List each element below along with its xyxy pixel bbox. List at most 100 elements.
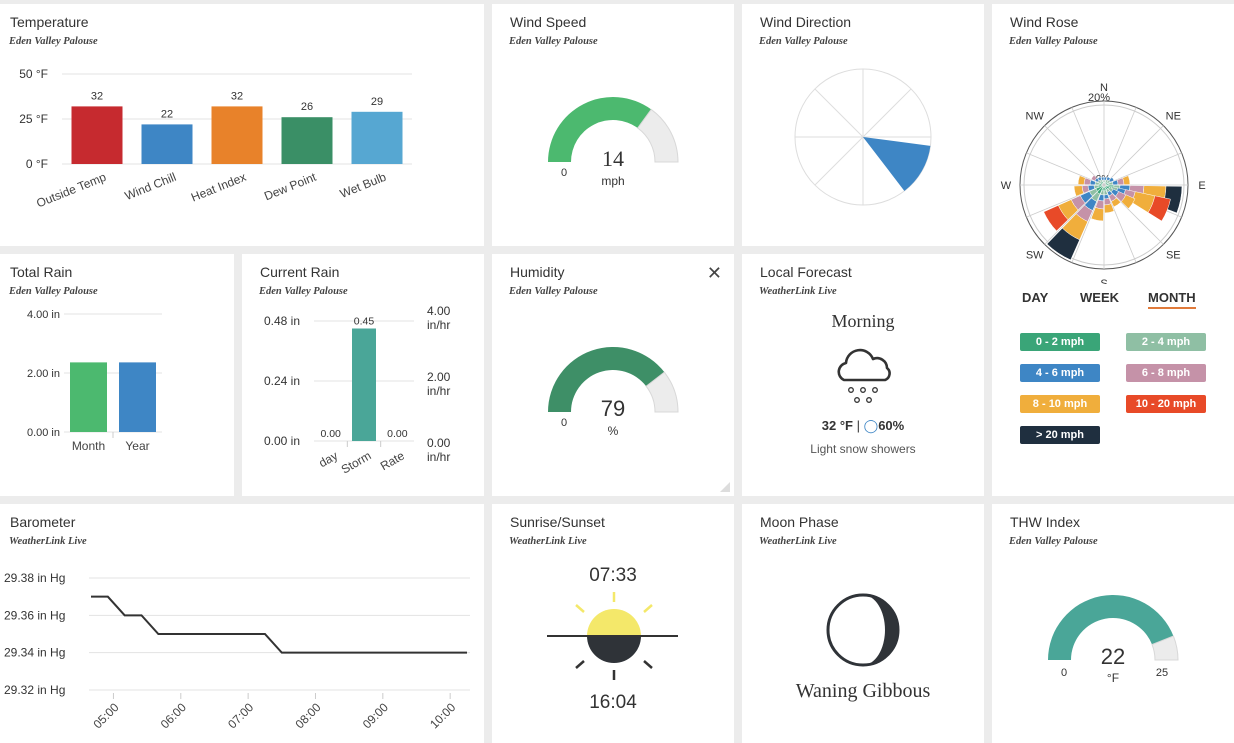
bar xyxy=(351,111,403,164)
rose-spoke xyxy=(1103,125,1164,186)
compass-label: NW xyxy=(1026,111,1045,123)
x-tick-label: 08:00 xyxy=(292,700,323,731)
card-source: Eden Valley Palouse xyxy=(1009,536,1098,547)
tab-day[interactable]: DAY xyxy=(1022,290,1049,305)
bar xyxy=(141,124,193,164)
sun-horizon-icon: 07:33 16:04 xyxy=(547,565,678,713)
card-source: Eden Valley Palouse xyxy=(9,36,98,47)
gauge-track xyxy=(636,108,679,163)
x-tick-label: Rate xyxy=(378,448,407,473)
bar xyxy=(71,106,123,164)
humidity-card: Humidity Eden Valley Palouse ✕ 79 % 0 xyxy=(492,254,734,496)
local-forecast-card: Local Forecast WeatherLink Live Morning … xyxy=(742,254,984,496)
rose-segment xyxy=(1103,176,1108,181)
close-icon[interactable]: ✕ xyxy=(706,263,722,283)
x-tick-label: 05:00 xyxy=(90,700,121,731)
rose-segment xyxy=(1090,174,1098,182)
gauge-track xyxy=(1151,635,1179,661)
forecast-summary: Light snow showers xyxy=(810,442,916,456)
barometer-card: Barometer WeatherLink Live 29.38 in Hg 29… xyxy=(0,504,484,743)
y-tick-label: 29.38 in Hg xyxy=(4,571,65,585)
snow-cloud-icon xyxy=(837,348,891,403)
rose-segment xyxy=(1106,176,1111,182)
wind-direction-compass xyxy=(794,68,932,206)
gauge-max: 25 xyxy=(1156,667,1168,679)
moon-phase-label: Waning Gibbous xyxy=(795,680,931,702)
rose-segment xyxy=(1073,185,1084,197)
compass-label: N xyxy=(1100,82,1108,94)
x-tick-label: Storm xyxy=(339,448,374,476)
card-title: Local Forecast xyxy=(760,264,852,280)
bar-value-label: 32 xyxy=(91,90,103,102)
y-tick-label: 2.00 in xyxy=(27,368,60,380)
card-source: WeatherLink Live xyxy=(759,286,837,297)
legend-item[interactable]: 4 - 6 mph xyxy=(1020,364,1100,382)
x-tick-label: Month xyxy=(72,439,105,453)
card-title: Wind Speed xyxy=(510,14,587,30)
rose-spoke xyxy=(1071,107,1105,186)
legend-item[interactable]: 8 - 10 mph xyxy=(1020,395,1100,413)
forecast-separator: | xyxy=(856,418,860,433)
bar-value-label: 0.00 xyxy=(387,428,408,440)
legend-item[interactable]: > 20 mph xyxy=(1020,426,1100,444)
bar xyxy=(119,362,156,432)
x-tick-label: 07:00 xyxy=(225,700,256,731)
current-rain-card: Current Rain Eden Valley Palouse 0.48 in… xyxy=(242,254,484,496)
card-title: THW Index xyxy=(1010,514,1081,530)
y-tick-label: 4.00 in xyxy=(27,309,60,321)
rose-segment xyxy=(1108,177,1115,183)
y-tick-label-right-unit: in/hr xyxy=(427,318,450,332)
ring-label: 20% xyxy=(1088,92,1110,104)
y-tick-label-right-unit: in/hr xyxy=(427,384,450,398)
x-tick-label: day xyxy=(316,448,340,470)
bar-value-label: 0.00 xyxy=(320,428,341,440)
card-title: Humidity xyxy=(510,264,565,280)
legend-item[interactable]: 6 - 8 mph xyxy=(1126,364,1206,382)
tab-month[interactable]: MONTH xyxy=(1148,290,1196,309)
gauge-value: 79 xyxy=(601,396,625,421)
compass-spoke xyxy=(814,88,864,138)
forecast-temp-precip: 32 °F | ◯60% xyxy=(742,418,984,434)
legend-item[interactable]: 10 - 20 mph xyxy=(1126,395,1206,413)
gauge-fill xyxy=(548,97,652,162)
legend-item[interactable]: 0 - 2 mph xyxy=(1020,333,1100,351)
wind-speed-gauge: 14 mph 0 xyxy=(548,97,679,188)
rose-segment xyxy=(1046,227,1080,261)
x-tick-label: Dew Point xyxy=(262,170,319,204)
bar xyxy=(352,328,376,441)
resize-handle-icon[interactable] xyxy=(720,482,730,492)
compass-label: SE xyxy=(1166,249,1181,261)
x-tick-label: Wet Bulb xyxy=(338,170,388,201)
y-tick-label-right: 2.00 xyxy=(427,370,451,384)
rose-spoke xyxy=(1103,107,1137,186)
y-tick-label-left: 0.24 in xyxy=(264,374,300,388)
sunrise-time: 07:33 xyxy=(589,565,637,586)
wind-direction-wedge xyxy=(863,137,931,191)
wind-direction-card: Wind Direction Eden Valley Palouse xyxy=(742,4,984,246)
card-source: Eden Valley Palouse xyxy=(9,286,98,297)
tab-week[interactable]: WEEK xyxy=(1080,290,1119,305)
x-tick-label: Wind Chill xyxy=(123,170,178,203)
total-rain-chart: 4.00 in 2.00 in 0.00 in Month Year xyxy=(27,309,162,453)
card-title: Current Rain xyxy=(260,264,340,280)
moon-icon xyxy=(826,593,900,667)
rose-segment xyxy=(1097,176,1102,182)
y-tick-label-right: 4.00 xyxy=(427,304,451,318)
bar-value-label: 32 xyxy=(231,90,243,102)
pressure-line xyxy=(91,595,467,654)
gauge-min: 0 xyxy=(1061,667,1067,679)
gauge-value: 14 xyxy=(602,146,624,171)
moon-phase-card: Moon Phase WeatherLink Live Waning Gibbo… xyxy=(742,504,984,743)
bar-value-label: 29 xyxy=(371,96,383,108)
y-tick-label: 25 °F xyxy=(19,112,48,126)
compass-label: E xyxy=(1198,180,1205,192)
legend-item[interactable]: 2 - 4 mph xyxy=(1126,333,1206,351)
gauge-unit: °F xyxy=(1107,671,1119,685)
rose-segment xyxy=(1100,176,1105,181)
rose-segment xyxy=(1110,197,1122,208)
compass-spoke xyxy=(814,136,864,186)
card-title: Wind Direction xyxy=(760,14,852,30)
compass-spoke xyxy=(862,88,912,138)
total-rain-card: Total Rain Eden Valley Palouse 4.00 in 2.… xyxy=(0,254,234,496)
bar xyxy=(281,117,333,164)
